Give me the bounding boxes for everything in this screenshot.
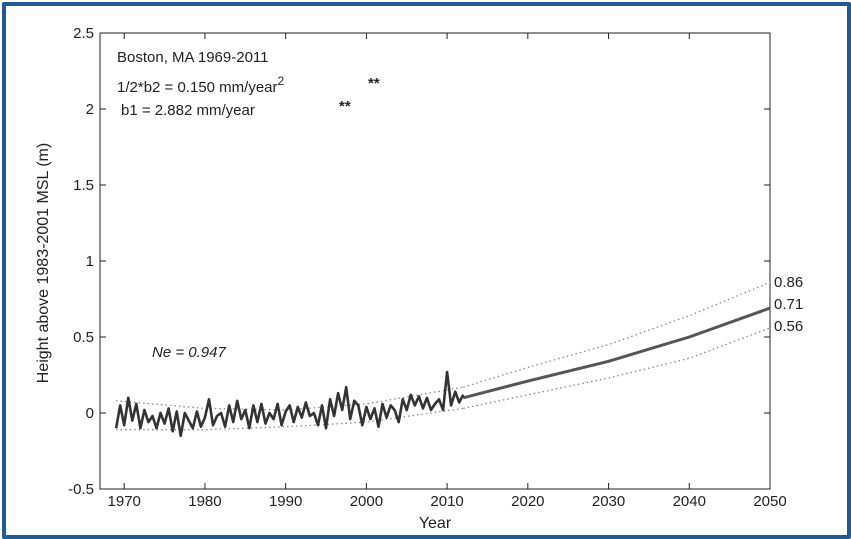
series-layer	[114, 281, 771, 438]
x-tick-label: 2000	[350, 493, 383, 510]
historical-band-upper-line	[116, 386, 464, 411]
ne-label: Ne = 0.947	[152, 344, 226, 361]
projection-central-line	[462, 306, 771, 400]
b2-significance: **	[368, 75, 380, 92]
y-tick-label: 2	[86, 101, 94, 118]
y-tick-label: 1.5	[73, 177, 94, 194]
x-tick-label: 2050	[753, 493, 786, 510]
end-value-upper: 0.86	[774, 274, 803, 291]
y-tick-label: 0	[86, 405, 94, 422]
x-tick-label: 1990	[269, 493, 302, 510]
end-value-mid: 0.71	[774, 296, 803, 313]
y-tick-label: 1	[86, 253, 94, 270]
x-axis-label: Year	[419, 515, 452, 532]
end-value-lower: 0.56	[774, 318, 803, 335]
x-axis: 1970 1980 1990 2000 2010 2020 2030 2040 2050	[108, 33, 787, 510]
x-tick-label: 1980	[188, 493, 221, 510]
observed-sea-level-line	[114, 370, 465, 438]
x-tick-label: 2040	[673, 493, 706, 510]
y-axis-label: Height above 1983-2001 MSL (m)	[35, 143, 52, 383]
station-label: Boston, MA 1969-2011	[117, 49, 269, 66]
x-tick-label: 2030	[592, 493, 625, 510]
y-tick-label: -0.5	[68, 481, 94, 498]
x-tick-label: 2020	[511, 493, 544, 510]
b2-superscript: 2	[278, 74, 285, 88]
x-tick-label: 2010	[430, 493, 463, 510]
historical-band-lower-line	[116, 407, 464, 431]
b1-significance: **	[339, 98, 351, 115]
x-tick-label: 1970	[108, 493, 141, 510]
y-tick-label: 2.5	[73, 25, 94, 42]
projection-upper-line	[463, 281, 771, 388]
b2-text: 1/2*b2 = 0.150 mm/year	[117, 79, 278, 96]
y-tick-label: 0.5	[73, 329, 94, 346]
b1-label: b1 = 2.882 mm/year	[121, 102, 255, 119]
y-axis: -0.5 0 0.5 1 1.5 2 2.5	[68, 25, 770, 498]
b2-label: 1/2*b2 = 0.150 mm/year2	[117, 74, 285, 96]
